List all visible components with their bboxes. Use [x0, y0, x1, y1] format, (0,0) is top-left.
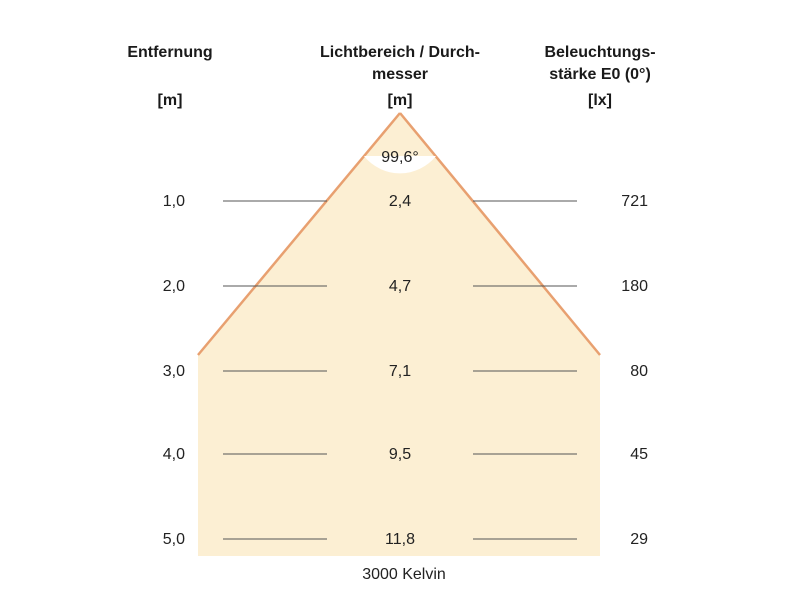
distance-value: 4,0 [163, 446, 185, 463]
diameter-value: 7,1 [389, 363, 411, 380]
illuminance-value: 721 [621, 193, 648, 210]
beam-angle-label: 99,6° [381, 149, 419, 166]
distance-value: 2,0 [163, 278, 185, 295]
rows-group: 1,0 2,4 721 2,0 4,7 180 3,0 7,1 80 4,0 9,5 45 5,0 11,… [163, 193, 648, 548]
illuminance-header: Beleuchtungs- stärke E0 (0°) [544, 44, 656, 83]
distance-value: 1,0 [163, 193, 185, 210]
light-cone-fill [198, 113, 600, 556]
illuminance-value: 80 [630, 363, 648, 380]
diameter-unit: [m] [387, 92, 413, 109]
diameter-value: 4,7 [389, 278, 411, 295]
cone-edge-right [399, 112, 601, 356]
diameter-value: 9,5 [389, 446, 411, 463]
illuminance-value: 29 [630, 531, 648, 548]
distance-value: 5,0 [163, 531, 185, 548]
diameter-value: 2,4 [389, 193, 411, 210]
color-temperature-label: 3000 Kelvin [362, 566, 446, 583]
distance-value: 3,0 [163, 363, 185, 380]
cone-edge-left [197, 112, 401, 356]
beam-angle-arc [364, 156, 436, 174]
diameter-header: Lichtbereich / Durch- messer [319, 44, 481, 83]
distance-header: Entfernung [127, 44, 213, 61]
illuminance-value: 180 [621, 278, 648, 295]
distance-unit: [m] [157, 92, 183, 109]
illuminance-value: 45 [630, 446, 648, 463]
diameter-value: 11,8 [385, 531, 415, 548]
illuminance-unit: [lx] [588, 92, 612, 109]
